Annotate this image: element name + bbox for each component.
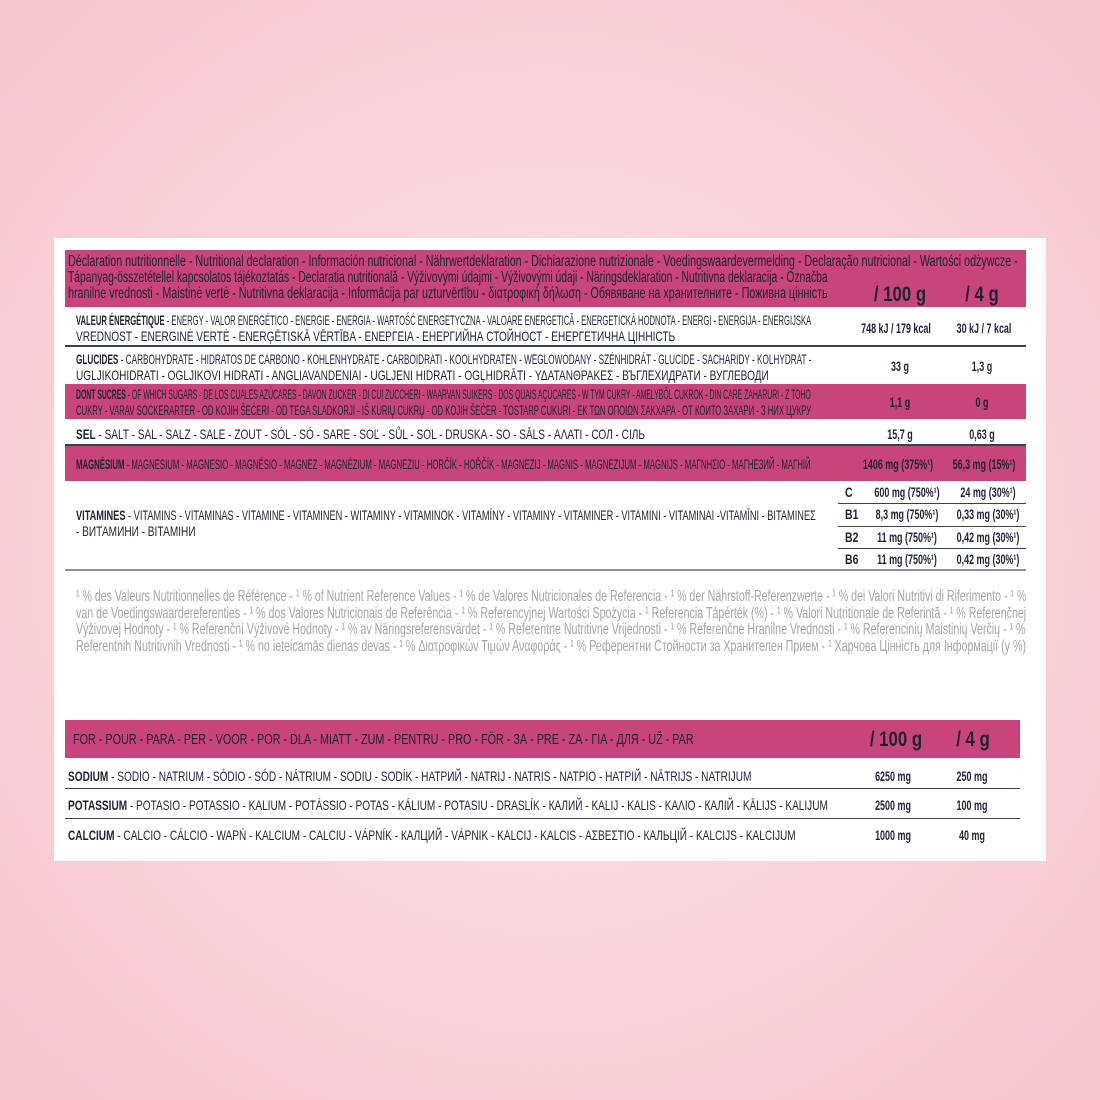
row-label: GLUCIDES: [76, 351, 119, 367]
row-line: VALEUR ÉNERGÉTIQUE - ENERGY - VALOR ENER…: [76, 312, 811, 328]
row-text: - SODIO - NATRIUM - SÓDIO - SÓD - NÁTRIU…: [108, 768, 752, 784]
footnote-line: ¹ % des Valeurs Nutritionnelles de Référ…: [76, 588, 1027, 605]
sugars-per4: 0 g: [975, 394, 989, 410]
row-energy: VALEUR ÉNERGÉTIQUE - ENERGY - VALOR ENER…: [76, 312, 1100, 344]
vitamin-per100: 600 mg (750%¹): [874, 484, 940, 500]
col-per100: / 100 g: [873, 283, 927, 306]
divider: [65, 788, 1020, 789]
magnesium-per4: 56,3 mg (15%¹): [952, 456, 1016, 472]
row-text: - CARBOHYDRATE - HIDRATOS DE CARBONO - K…: [118, 351, 812, 367]
row-per100: 2500 mg: [875, 797, 911, 813]
row-label: VITAMINES: [76, 507, 126, 523]
energy-per4: 30 kJ / 7 kcal: [956, 320, 1012, 336]
vitamin-name: B1: [845, 506, 859, 522]
divider: [65, 345, 1026, 347]
energy-per100: 748 kJ / 179 kcal: [861, 320, 931, 336]
header-line: hranilne vrednosti - Maistinė vertė - Nu…: [68, 285, 828, 302]
carbs-per100: 33 g: [891, 358, 909, 374]
row-per100: 6250 mg: [875, 768, 911, 784]
row-line: DONT SUCRES - OF WHICH SUGARS - DE LOS C…: [76, 386, 811, 402]
vitamin-per100: 11 mg (750%¹): [877, 551, 937, 567]
vitamin-name: B2: [845, 529, 859, 545]
footnote-line: Referentnih Nutritivnih Vrednosti - ¹ % …: [76, 637, 1027, 655]
table2-header: FOR - POUR - PARA - PER - VOOR - POR - D…: [65, 720, 1020, 758]
divider: [65, 569, 1026, 571]
row-salt: SEL - SALT - SAL - SALZ - SALE - ZOUT - …: [76, 426, 866, 442]
row-text: - ENERGY - VALOR ENERGÉTICO - ENERGIE - …: [164, 312, 812, 328]
divider: [838, 526, 1026, 527]
nutrition-label: Déclaration nutritionnelle - Nutritional…: [54, 238, 1046, 861]
table2-col-per4: / 4 g: [956, 728, 990, 751]
row-label: SODIUM: [68, 768, 109, 784]
salt-per4: 0,63 g: [969, 426, 995, 442]
row-text: - ВИТАМИНИ - ВІТАМІНИ: [76, 523, 196, 539]
footnote-line: van de Voedingswaardereferenties - ¹ % d…: [76, 604, 1027, 622]
row-label: MAGNÉSIUM: [76, 456, 125, 472]
row-text: - OF WHICH SUGARS - DE LOS CUALES AZÚCAR…: [125, 386, 811, 402]
row-per4: 250 mg: [956, 768, 988, 784]
divider: [838, 548, 1026, 549]
footnote: ¹ % des Valeurs Nutritionnelles de Référ…: [76, 588, 1100, 655]
row-line: CALCIUM - CALCIO - CÁLCIO - WAPŃ - KALCI…: [68, 827, 796, 843]
row-label: POTASSIUM: [68, 797, 128, 813]
row-text: CUKRY - VARAV SOCKERARTER - OD KOJIH ŠEĆ…: [76, 402, 812, 418]
row-sugars: DONT SUCRES - OF WHICH SUGARS - DE LOS C…: [65, 384, 1026, 419]
vitamin-per100: 11 mg (750%¹): [877, 529, 937, 545]
vitamin-per4: 24 mg (30%¹): [960, 484, 1016, 500]
carbs-per4: 1,3 g: [971, 358, 993, 374]
row-per4: 100 mg: [956, 797, 988, 813]
header-line: Déclaration nutritionnelle - Nutritional…: [68, 253, 1018, 270]
row-per4: 40 mg: [959, 827, 985, 843]
row-magnesium: MAGNÉSIUM - MAGNESIUM - MAGNESIO - MAGNÉ…: [65, 446, 1026, 481]
row-per100: 1000 mg: [875, 827, 911, 843]
row-line: MAGNÉSIUM - MAGNESIUM - MAGNESIO - MAGNÉ…: [76, 456, 811, 472]
row-text: - POTASIO - POTASSIO - KALIUM - POTÁSSIO…: [127, 797, 828, 813]
row-line: SODIUM - SODIO - NATRIUM - SÓDIO - SÓD -…: [68, 768, 751, 784]
row-line: SEL - SALT - SAL - SALZ - SALE - ZOUT - …: [76, 426, 645, 442]
divider: [65, 818, 1020, 819]
table1-header: Déclaration nutritionnelle - Nutritional…: [65, 250, 1026, 307]
salt-per100: 15,7 g: [887, 426, 913, 442]
vitamin-per4: 0,42 mg (30%¹): [956, 529, 1020, 545]
row-label: CALCIUM: [68, 827, 115, 843]
vitamin-per4: 0,42 mg (30%¹): [956, 551, 1020, 567]
footnote-line: Výživovej Hodnoty - ¹ % Referenční Výživ…: [76, 621, 1026, 638]
vitamin-name: B6: [845, 551, 859, 567]
header-line: Tápanyag-összetétellel kapcsolatos tájék…: [68, 269, 828, 286]
row-label: VALEUR ÉNERGÉTIQUE: [76, 312, 165, 328]
row-vitamins: VITAMINES - VITAMINS - VITAMINAS - VITAM…: [76, 507, 1100, 539]
row-label: SEL: [76, 426, 96, 442]
header-title: Déclaration nutritionnelle - Nutritional…: [68, 254, 1100, 302]
row-text: - MAGNESIUM - MAGNESIO - MAGNÉSIO - MAGN…: [124, 456, 811, 472]
row-line: VITAMINES - VITAMINS - VITAMINAS - VITAM…: [76, 507, 816, 523]
sugars-text: DONT SUCRES - OF WHICH SUGARS - DE LOS C…: [76, 386, 1100, 418]
sugars-per100: 1,1 g: [889, 394, 911, 410]
magnesium-text: MAGNÉSIUM - MAGNESIUM - MAGNESIO - MAGNÉ…: [76, 456, 1100, 472]
col-per4: / 4 g: [965, 283, 999, 306]
divider: [65, 444, 1026, 446]
row-text: UGLJIKOHIDRATI - OGLJIKOVI HIDRATI - ANG…: [76, 367, 769, 383]
vitamin-name: C: [845, 484, 853, 500]
row-carbs: GLUCIDES - CARBOHYDRATE - HIDRATOS DE CA…: [76, 351, 1100, 383]
row-text: - CALCIO - CÁLCIO - WAPŃ - KALCIUM - CAL…: [114, 827, 796, 843]
table2-col-per100: / 100 g: [869, 728, 923, 751]
row-label: DONT SUCRES: [76, 386, 126, 402]
row-line: GLUCIDES - CARBOHYDRATE - HIDRATOS DE CA…: [76, 351, 811, 367]
row-text: - SALT - SAL - SALZ - SALE - ZOUT - SÓL …: [95, 426, 645, 442]
magnesium-per100: 1406 mg (375%¹): [862, 456, 934, 472]
vitamin-per100: 8,3 mg (750%¹): [875, 506, 939, 522]
row-text: VREDNOST - ENERGINĖ VERTĖ - ENERĢĒTISKĀ …: [76, 328, 676, 344]
row-text: - VITAMINS - VITAMINAS - VITAMINE - VITA…: [125, 507, 816, 523]
table2-header-text: FOR - POUR - PARA - PER - VOOR - POR - D…: [73, 731, 694, 748]
row-line: POTASSIUM - POTASIO - POTASSIO - KALIUM …: [68, 797, 828, 813]
divider: [838, 503, 1026, 504]
vitamin-per4: 0,33 mg (30%¹): [956, 506, 1020, 522]
